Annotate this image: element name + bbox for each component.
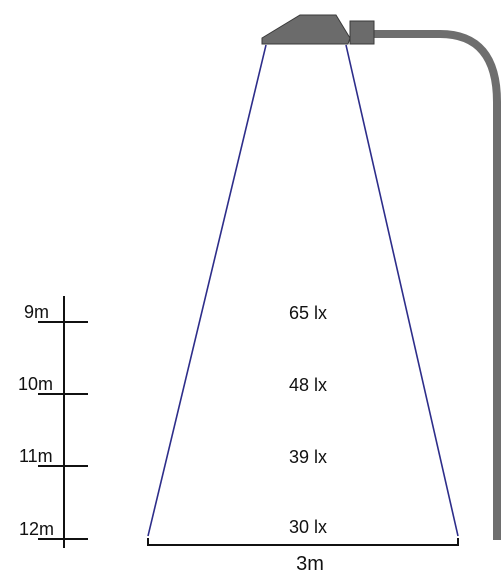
height-scale-label-9m: 9m	[24, 302, 49, 322]
light-pole	[368, 30, 501, 540]
beam-width-label: 3m	[296, 553, 324, 573]
height-scale-label-11m: 11m	[19, 446, 53, 466]
lamp-head	[261, 14, 351, 45]
height-scale-label-12m: 12m	[19, 519, 54, 539]
illuminance-label-11m: 39 lx	[289, 447, 327, 467]
pole-connector	[349, 20, 375, 45]
illuminance-label-12m: 30 lx	[289, 517, 327, 537]
beam-right-edge	[345, 44, 459, 537]
illuminance-label-10m: 48 lx	[289, 375, 327, 395]
height-scale-label-10m: 10m	[18, 374, 53, 394]
illuminance-label-9m: 65 lx	[289, 303, 327, 323]
beam-left-edge	[147, 44, 267, 537]
